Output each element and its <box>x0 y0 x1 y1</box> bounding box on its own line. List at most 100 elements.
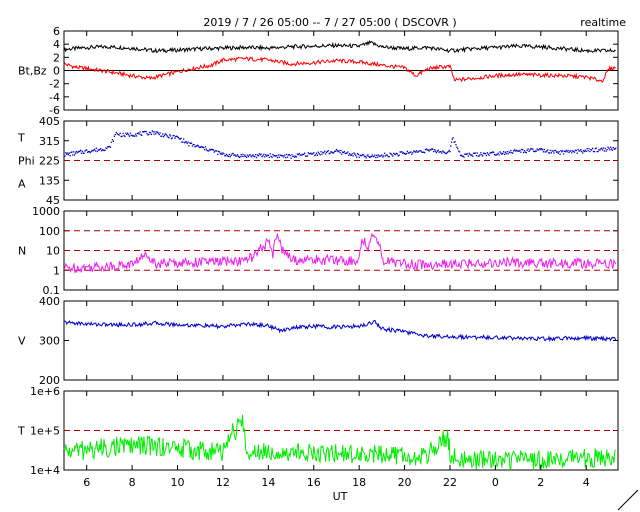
data-point <box>295 156 298 158</box>
data-point <box>250 156 252 158</box>
data-point <box>453 141 455 143</box>
data-point <box>364 155 366 158</box>
data-point <box>91 149 93 152</box>
data-point <box>327 150 329 152</box>
data-point <box>420 150 422 152</box>
data-point <box>437 149 439 151</box>
data-point <box>203 149 206 151</box>
data-point <box>194 146 196 148</box>
data-point <box>140 133 142 136</box>
data-point <box>289 155 291 157</box>
data-point <box>271 156 273 158</box>
y-tick-label: 1e+6 <box>30 385 60 398</box>
data-point <box>217 150 220 153</box>
data-point <box>144 130 146 133</box>
data-point <box>524 151 527 153</box>
data-point <box>496 153 498 156</box>
data-point <box>512 150 515 152</box>
data-point <box>268 156 270 159</box>
data-point <box>604 147 606 150</box>
data-point <box>80 152 83 154</box>
data-point <box>198 146 201 149</box>
data-point <box>450 141 453 143</box>
data-point <box>370 155 373 158</box>
data-point <box>479 154 481 156</box>
data-point <box>230 154 232 156</box>
data-point <box>578 150 580 152</box>
data-point <box>358 156 360 158</box>
data-point <box>529 149 531 151</box>
y-tick-label: 2 <box>53 51 60 64</box>
panels-group: 6420-2-4-6Bt,Bz40531522513545TPhiA100010… <box>17 25 619 477</box>
data-point <box>272 153 274 156</box>
data-point <box>306 155 309 157</box>
data-point <box>319 154 321 156</box>
data-point <box>223 153 225 155</box>
data-point <box>465 153 468 155</box>
data-point <box>217 153 219 156</box>
data-point <box>285 153 288 156</box>
data-point <box>468 152 470 154</box>
data-point <box>64 155 66 157</box>
data-point <box>100 147 102 150</box>
data-point <box>270 155 272 158</box>
data-point <box>245 156 248 159</box>
data-point <box>285 156 287 159</box>
data-point <box>610 146 612 148</box>
data-point <box>400 151 402 153</box>
data-point <box>408 152 410 154</box>
data-point <box>63 155 65 157</box>
data-point <box>165 133 167 136</box>
series-phi <box>63 130 617 159</box>
y-axis-title: T <box>17 425 25 438</box>
data-point <box>259 154 261 156</box>
data-point <box>231 153 233 155</box>
data-point <box>264 156 266 158</box>
data-point <box>302 153 304 155</box>
data-point <box>160 135 162 137</box>
data-point <box>276 156 279 159</box>
y-tick-label: 1000 <box>32 205 60 218</box>
data-point <box>338 150 340 152</box>
data-point <box>533 150 536 153</box>
data-point <box>487 153 489 155</box>
x-tick-label: 8 <box>129 476 136 489</box>
data-point <box>379 155 381 157</box>
panel-temperature-phi: 405 315 225 135 45 T Phi A <box>17 115 619 207</box>
x-axis: 6 8 10 12 14 16 18 20 22 0 2 4 <box>83 476 590 489</box>
data-point <box>73 154 76 156</box>
y-tick-label: -4 <box>49 91 60 104</box>
y-tick-label: 400 <box>39 295 60 308</box>
data-point <box>239 156 241 158</box>
data-point <box>381 154 383 156</box>
data-point <box>202 146 204 149</box>
data-point <box>219 153 222 155</box>
data-point <box>173 135 175 137</box>
data-point <box>332 152 334 154</box>
data-point <box>211 148 214 151</box>
data-point <box>66 153 68 155</box>
data-point <box>93 149 95 151</box>
data-point <box>199 146 201 149</box>
data-point <box>552 150 554 152</box>
data-point <box>569 150 571 152</box>
data-point <box>134 135 136 137</box>
data-point <box>70 151 72 154</box>
data-point <box>103 149 105 152</box>
y-tick-label: 405 <box>39 115 60 128</box>
data-point <box>190 142 192 145</box>
data-point <box>434 150 437 152</box>
data-point <box>101 149 104 151</box>
data-point <box>474 152 477 154</box>
data-point <box>225 153 228 156</box>
data-point <box>135 135 138 137</box>
y-tick-label: 0 <box>53 65 60 78</box>
data-point <box>95 147 98 149</box>
data-point <box>392 155 394 157</box>
data-point <box>549 149 552 151</box>
panel-frame <box>63 300 619 381</box>
data-point <box>121 135 123 137</box>
data-point <box>221 153 223 155</box>
data-point <box>298 152 300 155</box>
data-point <box>433 149 436 151</box>
